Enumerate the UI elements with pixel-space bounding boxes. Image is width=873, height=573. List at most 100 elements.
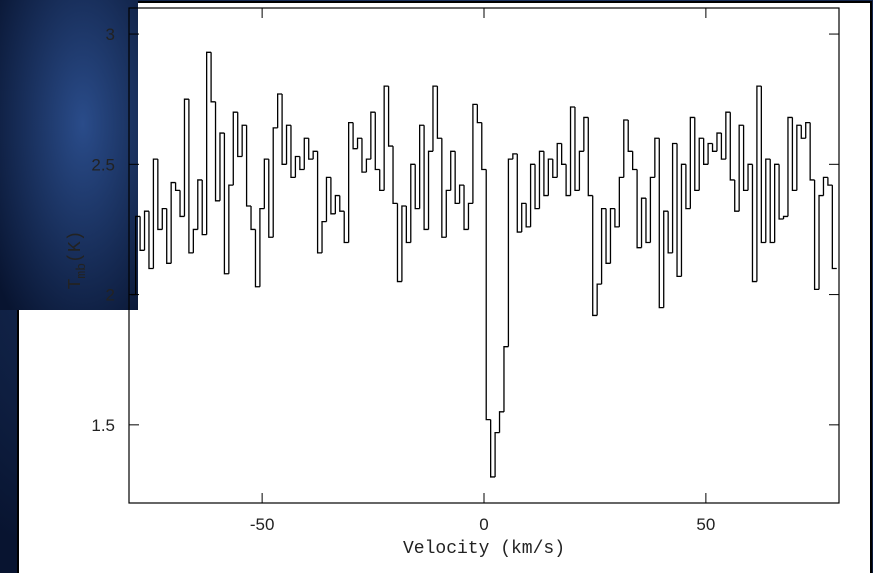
spectrum-step xyxy=(561,143,567,165)
spectrum-step xyxy=(396,203,402,283)
spectrum-step xyxy=(547,158,553,196)
y-axis-label: Tmb(K) xyxy=(66,231,89,290)
spectrum-step xyxy=(285,124,291,165)
spectrum-step xyxy=(725,111,731,160)
spectrum-step xyxy=(481,122,487,171)
spectrum-step xyxy=(605,208,611,264)
spectrum-step xyxy=(805,121,811,139)
spectrum-step xyxy=(689,116,695,209)
spectrum-step xyxy=(166,208,172,264)
spectrum-step xyxy=(676,143,682,277)
spectrum-step xyxy=(552,159,558,178)
spectrum-step xyxy=(432,85,438,152)
spectrum-step xyxy=(587,117,593,197)
spectrum-step xyxy=(405,206,411,244)
spectrum-step xyxy=(135,215,141,295)
spectrum-step xyxy=(720,133,726,160)
spectrum-step xyxy=(556,142,562,178)
spectrum-step xyxy=(654,137,660,178)
spectrum-step xyxy=(188,99,194,254)
spectrum-step xyxy=(197,179,203,230)
spectrum-step xyxy=(232,111,238,186)
spectrum-step xyxy=(534,164,540,210)
spectrum-step xyxy=(751,164,757,283)
y-tick-label: 1.5 xyxy=(91,416,115,435)
spectrum-step xyxy=(649,176,655,243)
x-tick-label: -50 xyxy=(250,515,275,534)
spectrum-step xyxy=(206,51,212,235)
spectrum-step xyxy=(680,163,686,277)
spectrum-step xyxy=(627,120,633,152)
spectrum-step xyxy=(401,205,407,282)
spectrum-step xyxy=(600,207,607,285)
spectrum-step xyxy=(769,159,775,244)
spectrum-step xyxy=(703,138,709,165)
spectrum-step xyxy=(445,189,451,238)
spectrum-step xyxy=(343,211,349,244)
spectrum-step xyxy=(472,103,478,204)
spectrum-step xyxy=(352,122,358,150)
spectrum-step xyxy=(183,98,189,217)
spectrum-step xyxy=(791,117,797,192)
y-tick-label: 2 xyxy=(106,286,115,305)
spectrum-step xyxy=(143,210,149,251)
spectrum-step xyxy=(618,176,624,227)
spectrum-step xyxy=(645,198,651,244)
spectrum-step xyxy=(241,124,247,157)
spectrum-step xyxy=(334,194,340,214)
spectrum-step xyxy=(268,159,274,238)
spectrum-step xyxy=(379,169,385,192)
spectrum-step xyxy=(822,176,828,196)
spectrum-step xyxy=(450,150,456,191)
spectrum-step xyxy=(294,155,300,178)
spectrum-step xyxy=(361,138,367,173)
spectrum-step xyxy=(592,195,598,317)
spectrum-step xyxy=(614,208,620,228)
spectrum-step xyxy=(179,190,185,218)
spectrum-step xyxy=(312,150,318,160)
spectrum-step xyxy=(174,182,181,192)
spectrum-step xyxy=(813,179,820,291)
spectrum-step xyxy=(330,177,336,215)
spectrum-step xyxy=(467,202,473,230)
spectrum-step xyxy=(578,150,584,191)
spectrum-step xyxy=(738,124,744,212)
spectrum-step xyxy=(640,197,646,248)
spectrum-step xyxy=(529,163,536,227)
spectrum-step xyxy=(747,163,753,191)
spectrum-step xyxy=(370,111,376,160)
spectrum-step xyxy=(463,185,469,231)
y-label-sub: mb xyxy=(74,263,89,279)
spectrum-step xyxy=(485,169,491,421)
spectrum-step xyxy=(818,194,824,290)
spectrum-step xyxy=(525,203,531,228)
spectrum-step xyxy=(494,432,500,477)
spectrum-step xyxy=(543,151,549,197)
spectrum-step xyxy=(219,132,225,201)
spectrum-step xyxy=(441,138,447,238)
spectrum-step xyxy=(454,151,460,205)
spectrum-step xyxy=(716,132,722,152)
spectrum-step xyxy=(574,107,580,192)
spectrum-step xyxy=(272,127,278,238)
spectrum-step xyxy=(423,125,429,231)
spectrum-step xyxy=(538,150,544,209)
spectrum-step xyxy=(170,181,176,264)
background-image xyxy=(0,0,138,310)
spectrum-step xyxy=(521,202,527,233)
spectrum-step xyxy=(139,216,145,251)
spectrum-step xyxy=(774,163,780,243)
spectrum-step xyxy=(192,228,198,253)
y-label-main: T xyxy=(66,278,86,289)
spectrum-step xyxy=(281,93,287,165)
spectrum-step xyxy=(565,164,571,197)
spectrum-step xyxy=(512,153,518,160)
spectrum-step xyxy=(365,158,371,173)
spectrum-step xyxy=(636,169,642,249)
spectrum-step xyxy=(308,138,314,160)
spectrum-step xyxy=(348,121,354,243)
spectrum-step xyxy=(827,177,833,186)
spectrum-step xyxy=(671,142,678,253)
spectrum-step xyxy=(223,133,229,275)
